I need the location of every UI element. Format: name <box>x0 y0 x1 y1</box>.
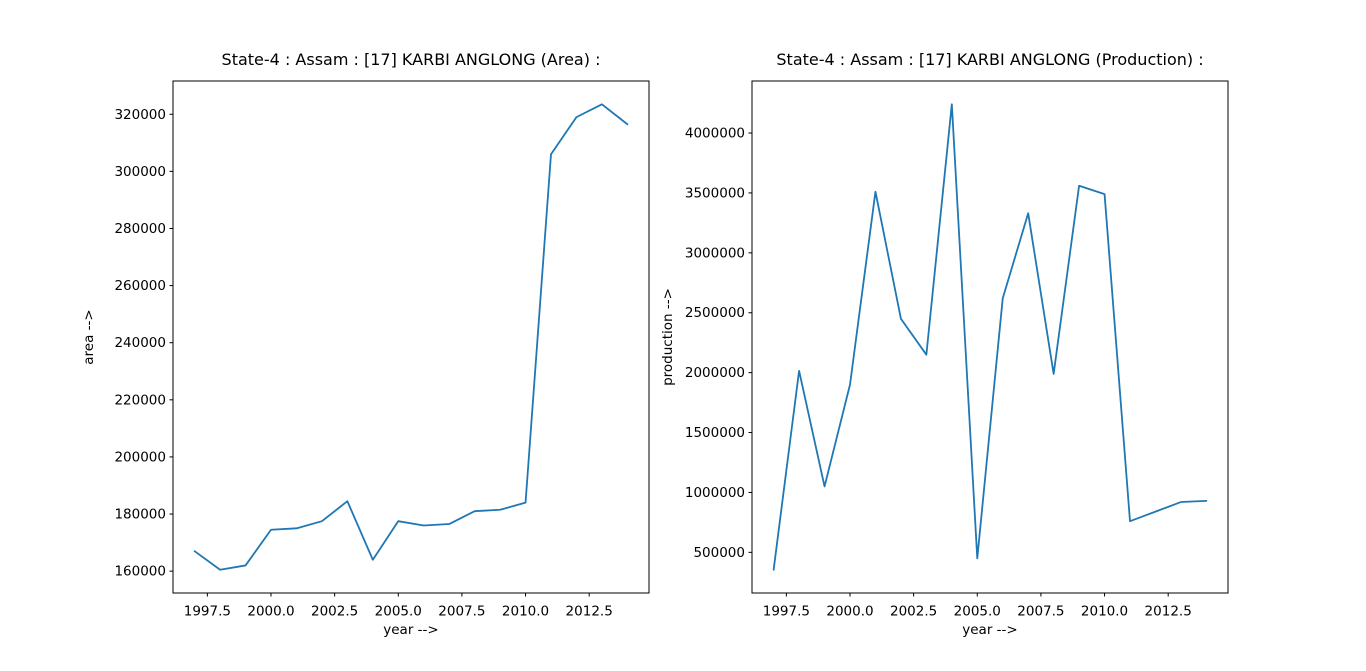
area-chart-title: State-4 : Assam : [17] KARBI ANGLONG (Ar… <box>221 50 601 69</box>
svg-text:200000: 200000 <box>114 449 166 465</box>
svg-text:2002.5: 2002.5 <box>311 604 358 620</box>
svg-text:260000: 260000 <box>114 278 166 294</box>
production-chart-panel: State-4 : Assam : [17] KARBI ANGLONG (Pr… <box>660 50 1229 638</box>
production-chart-ylabel: production --> <box>660 288 676 386</box>
area-chart-ylabel: area --> <box>81 309 97 365</box>
svg-text:2012.5: 2012.5 <box>566 604 613 620</box>
svg-text:1500000: 1500000 <box>685 425 745 441</box>
svg-text:3000000: 3000000 <box>685 245 745 261</box>
svg-text:160000: 160000 <box>114 564 166 580</box>
production-chart-title: State-4 : Assam : [17] KARBI ANGLONG (Pr… <box>776 50 1204 69</box>
svg-text:1997.5: 1997.5 <box>184 604 231 620</box>
svg-text:2000000: 2000000 <box>685 365 745 381</box>
svg-text:2000.0: 2000.0 <box>247 604 294 620</box>
svg-text:1997.5: 1997.5 <box>763 604 810 620</box>
svg-text:2010.0: 2010.0 <box>502 604 549 620</box>
svg-text:2000.0: 2000.0 <box>826 604 873 620</box>
svg-text:2005.0: 2005.0 <box>375 604 422 620</box>
svg-text:2005.0: 2005.0 <box>954 604 1001 620</box>
svg-text:2007.5: 2007.5 <box>438 604 485 620</box>
svg-text:280000: 280000 <box>114 221 166 237</box>
production-chart-plot: 500000 1000000 1500000 2000000 2500000 300000… <box>685 80 1229 620</box>
svg-text:500000: 500000 <box>693 545 745 561</box>
svg-text:2500000: 2500000 <box>685 305 745 321</box>
svg-text:240000: 240000 <box>114 335 166 351</box>
svg-text:320000: 320000 <box>114 107 166 123</box>
area-chart-plot: 160000 180000 200000 220000 240000 260000 2800… <box>114 80 650 620</box>
svg-text:300000: 300000 <box>114 164 166 180</box>
svg-text:220000: 220000 <box>114 392 166 408</box>
area-chart-xlabel: year --> <box>383 622 439 638</box>
svg-text:4000000: 4000000 <box>685 126 745 142</box>
production-chart-xlabel: year --> <box>962 622 1018 638</box>
svg-text:2007.5: 2007.5 <box>1017 604 1064 620</box>
svg-text:1000000: 1000000 <box>685 485 745 501</box>
svg-text:2012.5: 2012.5 <box>1145 604 1192 620</box>
area-chart-panel: State-4 : Assam : [17] KARBI ANGLONG (Ar… <box>81 50 650 638</box>
svg-text:2002.5: 2002.5 <box>890 604 937 620</box>
svg-text:3500000: 3500000 <box>685 185 745 201</box>
svg-text:180000: 180000 <box>114 507 166 523</box>
svg-text:2010.0: 2010.0 <box>1081 604 1128 620</box>
